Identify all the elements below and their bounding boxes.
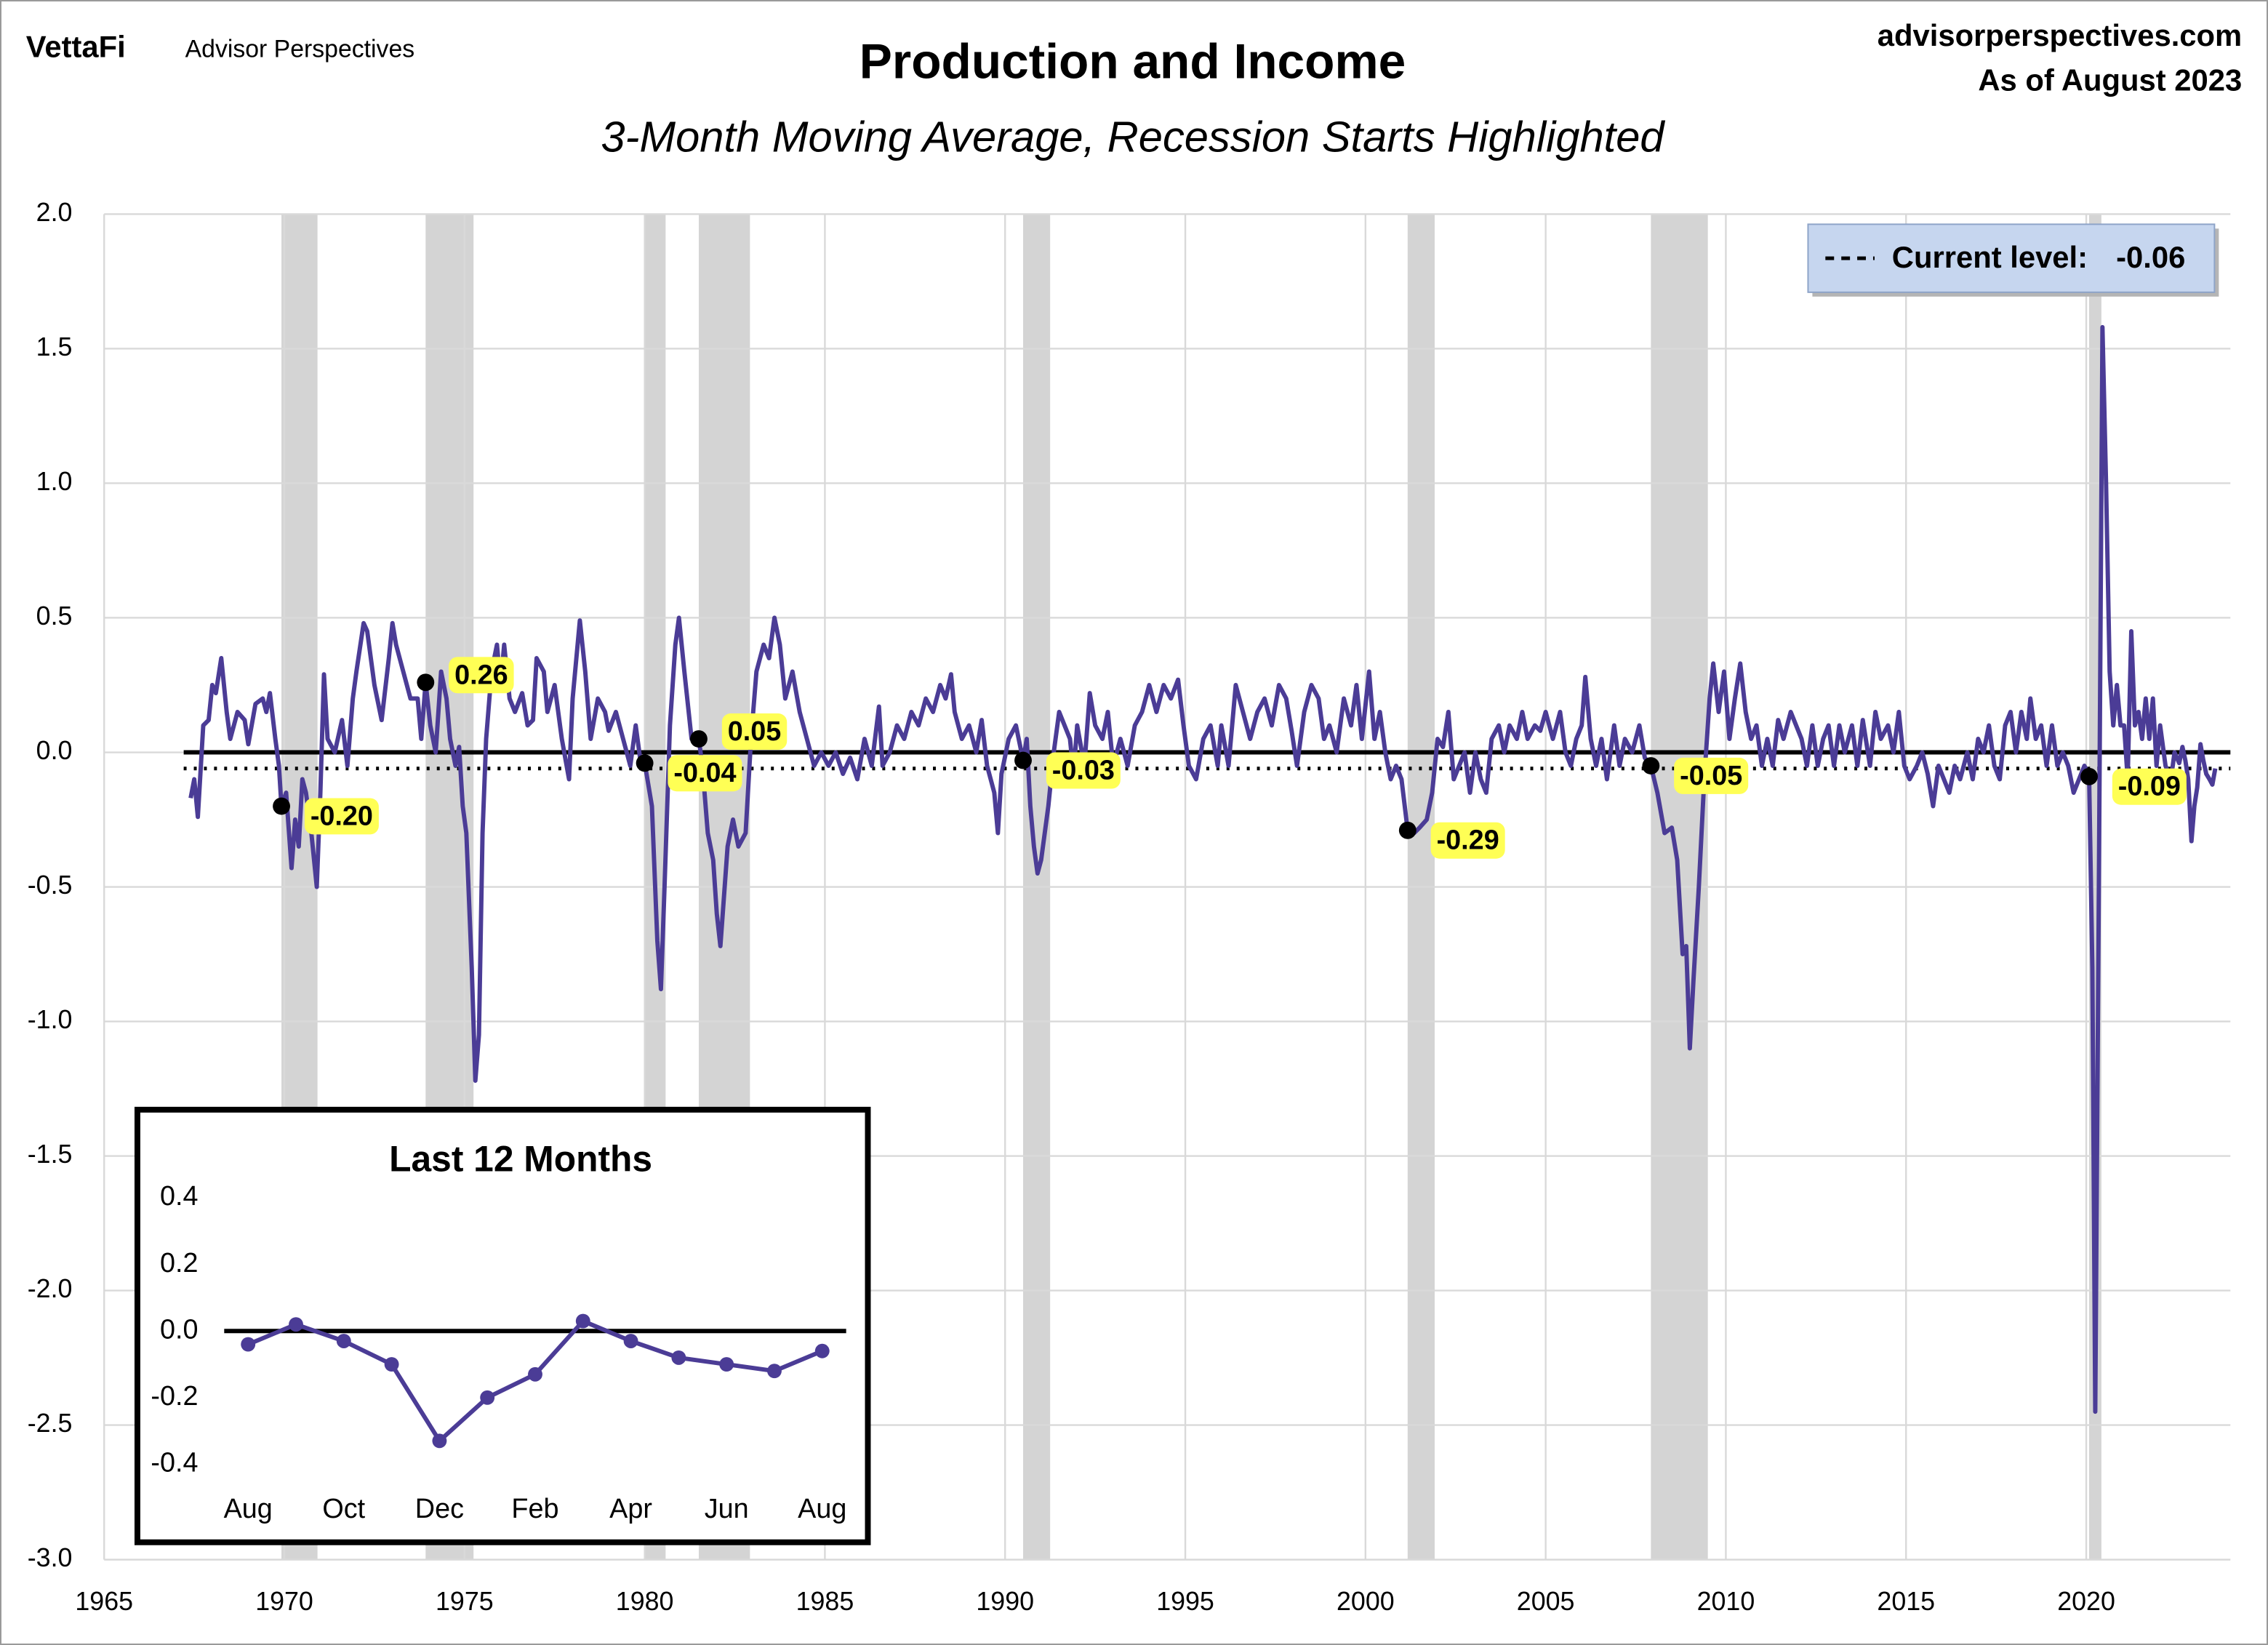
chart-title: Production and Income: [859, 34, 1406, 89]
data-label: -0.05: [1680, 761, 1742, 791]
data-point: [289, 1317, 303, 1332]
data-point: [384, 1357, 399, 1372]
x-tick-label: Apr: [609, 1494, 652, 1524]
x-tick-label: 1980: [616, 1587, 674, 1616]
y-tick-label: 0.0: [160, 1314, 199, 1345]
recession-start-marker: [273, 797, 290, 815]
label-highlight: [2112, 768, 2187, 805]
label-highlight: [721, 713, 788, 751]
x-tick-label: 1990: [976, 1587, 1034, 1616]
y-tick-label: -0.5: [28, 870, 73, 900]
x-tick-label: 1965: [75, 1587, 133, 1616]
recession-start-marker: [1642, 757, 1660, 775]
data-label: 0.05: [728, 716, 782, 747]
x-tick-label: Feb: [511, 1494, 558, 1524]
x-tick-label: 1975: [436, 1587, 494, 1616]
label-highlight: [1046, 752, 1121, 789]
inset-frame: [134, 1106, 871, 1545]
data-label: -0.09: [2118, 772, 2181, 802]
x-tick-label: Jun: [705, 1494, 749, 1524]
x-tick-label: 1970: [255, 1587, 313, 1616]
y-tick-label: -0.4: [151, 1447, 198, 1478]
data-point: [719, 1357, 734, 1372]
label-highlight: [1430, 822, 1505, 859]
recession-start-marker: [2080, 767, 2098, 785]
brand: Advisor Perspectives: [185, 36, 415, 63]
data-point: [241, 1337, 256, 1352]
label-highlight: [304, 798, 379, 835]
site: advisorperspectives.com: [1878, 18, 2242, 52]
x-tick-label: 2020: [2057, 1587, 2115, 1616]
data-label: -0.03: [1052, 756, 1115, 786]
y-tick-label: 0.2: [160, 1248, 199, 1278]
data-point: [575, 1313, 590, 1329]
data-point: [671, 1350, 686, 1365]
label-highlight: [1674, 757, 1749, 794]
x-tick-label: Oct: [322, 1494, 365, 1524]
data-label: -0.29: [1437, 825, 1499, 856]
y-tick-label: -3.0: [28, 1543, 73, 1572]
y-tick-label: 0.5: [36, 601, 73, 631]
y-tick-label: -2.0: [28, 1274, 73, 1303]
data-point: [767, 1364, 782, 1379]
y-tick-label: -1.5: [28, 1140, 73, 1169]
x-tick-label: 2015: [1877, 1587, 1935, 1616]
y-tick-label: -2.5: [28, 1409, 73, 1438]
y-tick-label: 0.0: [36, 736, 73, 765]
data-point: [336, 1334, 351, 1348]
recession-start-marker: [690, 730, 708, 748]
data-label: -0.20: [310, 801, 373, 831]
x-tick-label: 2010: [1697, 1587, 1755, 1616]
recession-start-marker: [1014, 751, 1032, 769]
legend: [1807, 223, 2216, 293]
data-label: 0.26: [454, 660, 508, 690]
x-tick-label: Aug: [798, 1494, 846, 1524]
y-tick-label: 2.0: [36, 198, 73, 227]
y-tick-label: 0.4: [160, 1181, 199, 1212]
x-tick-label: 2005: [1517, 1587, 1575, 1616]
y-tick-label: -0.2: [151, 1381, 198, 1412]
y-tick-label: -1.0: [28, 1005, 73, 1034]
data-point: [432, 1433, 447, 1449]
chart-subtitle: 3-Month Moving Average, Recession Starts…: [601, 113, 1665, 161]
label-highlight: [449, 657, 514, 694]
data-point: [814, 1343, 830, 1358]
legend-label: Current level:: [1892, 240, 2088, 274]
logo: VettaFi: [26, 30, 126, 64]
label-highlight: [668, 755, 742, 792]
data-point: [623, 1334, 638, 1348]
recession-start-marker: [1398, 821, 1417, 839]
x-tick-label: Aug: [224, 1494, 273, 1524]
inset-layer: Last 12 Months -0.4 -0.2 0.0 0.2 0.4 Aug Oct De…: [134, 1106, 871, 1545]
legend-value: -0.06: [2116, 240, 2185, 274]
date: As of August 2023: [1978, 63, 2242, 97]
x-tick-label: 1985: [796, 1587, 854, 1616]
data-point: [528, 1366, 542, 1382]
recession-start-marker: [417, 673, 435, 692]
y-tick-label: 1.0: [36, 467, 73, 496]
data-point: [480, 1390, 495, 1405]
y-tick-label: 1.5: [36, 332, 73, 361]
x-tick-label: 2000: [1337, 1587, 1395, 1616]
inset-title: Last 12 Months: [389, 1139, 652, 1180]
data-label: -0.04: [673, 758, 736, 788]
x-tick-label: 1995: [1156, 1587, 1214, 1616]
x-tick-label: Dec: [415, 1494, 464, 1524]
recession-start-marker: [636, 754, 654, 772]
